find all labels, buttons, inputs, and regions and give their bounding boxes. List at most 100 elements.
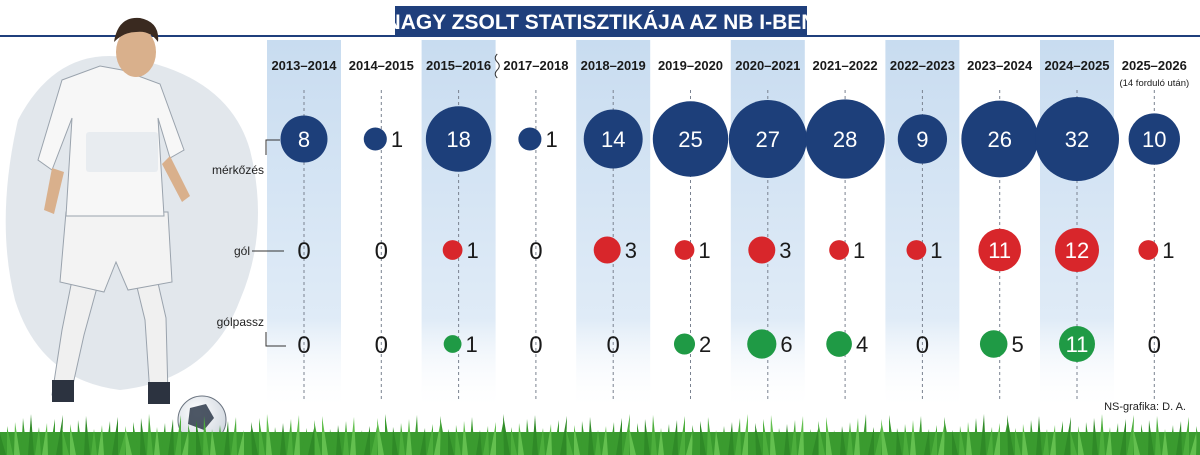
grass-blade bbox=[112, 417, 118, 455]
bubble bbox=[1138, 240, 1159, 260]
grass-blade bbox=[763, 419, 769, 455]
grass-blade bbox=[889, 415, 895, 455]
value-label: 11 bbox=[988, 238, 1011, 263]
grass-blade bbox=[1196, 426, 1200, 455]
grass-blade bbox=[553, 420, 559, 455]
grass-blade bbox=[952, 430, 958, 455]
grass-blade bbox=[231, 417, 237, 455]
grass-blade bbox=[881, 419, 888, 455]
column-header: 2013–2014 bbox=[271, 58, 337, 73]
grass-blade bbox=[245, 426, 252, 455]
graphic-credit: NS-grafika: D. A. bbox=[1104, 401, 1186, 413]
grass-blade bbox=[469, 417, 475, 455]
grass-blade bbox=[287, 419, 293, 455]
grass-blade bbox=[448, 429, 454, 455]
grass-blade bbox=[1155, 416, 1161, 455]
grass-blade bbox=[812, 425, 819, 455]
grass-blade bbox=[511, 427, 517, 455]
grass-blade bbox=[1085, 422, 1091, 455]
grass-strip bbox=[0, 414, 1200, 455]
value-label: 26 bbox=[987, 127, 1011, 152]
grass-blade bbox=[182, 428, 189, 455]
grass-blade bbox=[791, 420, 797, 455]
grass-blade bbox=[147, 414, 153, 455]
column-header: 2019–2020 bbox=[658, 58, 723, 73]
grass-blade bbox=[896, 428, 902, 455]
grass-blade bbox=[1190, 430, 1197, 455]
bubble bbox=[805, 99, 885, 179]
grass-blade bbox=[938, 421, 945, 455]
grass-blade bbox=[980, 414, 986, 455]
grass-blade bbox=[784, 424, 790, 455]
grass-blade bbox=[0, 433, 6, 455]
grass-blade bbox=[910, 420, 916, 455]
grass-blade bbox=[924, 429, 930, 455]
grass-blade bbox=[133, 422, 139, 455]
column-header: 2014–2015 bbox=[349, 58, 414, 73]
value-label: 1 bbox=[391, 127, 403, 152]
bubble bbox=[748, 236, 776, 264]
column-header: 2017–2018 bbox=[503, 58, 568, 73]
bubble bbox=[280, 115, 328, 163]
grass-blade bbox=[903, 424, 909, 455]
bubble bbox=[979, 330, 1008, 358]
grass-blade bbox=[1022, 424, 1028, 455]
value-label: 18 bbox=[446, 127, 470, 152]
grass-blade bbox=[840, 426, 846, 455]
bubble bbox=[518, 127, 542, 151]
grass-blade bbox=[1015, 428, 1021, 455]
value-label: 5 bbox=[1011, 332, 1023, 357]
grass-blade bbox=[959, 426, 965, 455]
grass-blade bbox=[266, 414, 272, 455]
shorts bbox=[59, 211, 173, 293]
column-header: 2018–2019 bbox=[581, 58, 646, 73]
value-label: 4 bbox=[856, 332, 868, 357]
grass-blade bbox=[413, 415, 419, 455]
grass-blade bbox=[637, 423, 643, 455]
grass-blade bbox=[140, 418, 146, 455]
player-illustration bbox=[5, 17, 258, 445]
value-label-zero: 0 bbox=[297, 332, 310, 359]
grass-blade bbox=[679, 416, 685, 455]
grass-blade bbox=[539, 428, 545, 455]
value-label: 1 bbox=[545, 127, 557, 152]
grass-blade bbox=[973, 418, 979, 455]
grass-blade bbox=[154, 427, 160, 455]
value-label-zero: 0 bbox=[916, 332, 929, 359]
grass-blade bbox=[62, 428, 69, 455]
grass-blade bbox=[420, 428, 426, 455]
bubble bbox=[363, 127, 387, 151]
grass-blade bbox=[1141, 424, 1147, 455]
grass-blade bbox=[966, 422, 972, 455]
grass-blade bbox=[616, 418, 622, 455]
grass-blade bbox=[49, 419, 55, 455]
grass-blade bbox=[42, 423, 48, 455]
grass-blade bbox=[161, 423, 167, 455]
left-arm bbox=[44, 168, 64, 214]
grass-blade bbox=[427, 424, 433, 455]
column-headers: 2013–2014 2014–2015 2015–2016 2017–2018 2018… bbox=[271, 58, 1189, 89]
column-header: 2015–2016 bbox=[426, 58, 491, 73]
grass-blade bbox=[1133, 428, 1140, 455]
grass-blade bbox=[343, 421, 349, 455]
grass-blade bbox=[56, 415, 63, 455]
grass-blade bbox=[377, 418, 384, 455]
value-label: 14 bbox=[601, 127, 625, 152]
axis-break-mark bbox=[494, 53, 500, 79]
value-label: 1 bbox=[698, 238, 710, 263]
grass-blade bbox=[672, 420, 678, 455]
row-label-merkozes: mérkőzés bbox=[212, 163, 264, 177]
bubble bbox=[1055, 228, 1099, 272]
grass-blade bbox=[280, 423, 286, 455]
grass-blade bbox=[714, 430, 720, 455]
bubble bbox=[961, 100, 1039, 178]
grass-blade bbox=[546, 424, 552, 455]
bubble bbox=[826, 331, 852, 357]
grass-blade bbox=[105, 421, 111, 455]
grass-blade bbox=[1057, 421, 1063, 455]
grass-blade bbox=[125, 426, 132, 455]
value-label: 28 bbox=[833, 127, 857, 152]
grass-blade bbox=[14, 422, 20, 455]
grass-blade bbox=[357, 430, 363, 455]
